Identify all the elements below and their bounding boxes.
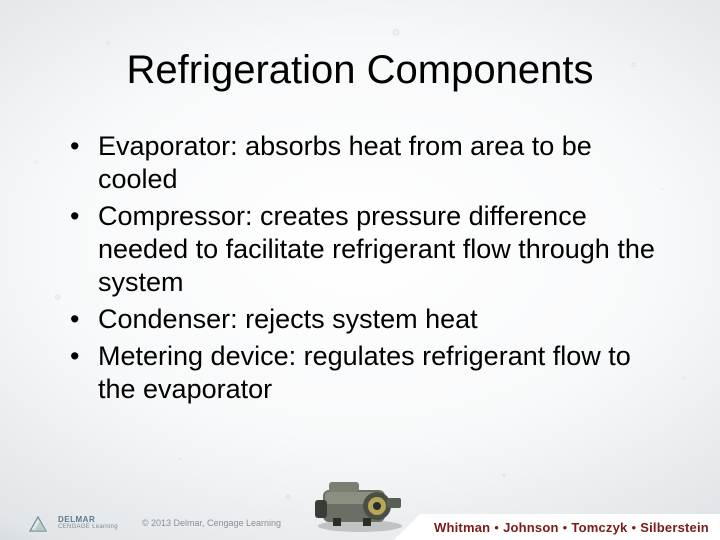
separator-dot: • [563, 520, 568, 535]
bullet-item: Metering device: regulates refrigerant f… [70, 340, 660, 406]
author-strip: Whitman • Johnson • Tomczyk • Silberstei… [420, 514, 720, 540]
slide-body: Evaporator: absorbs heat from area to be… [70, 130, 660, 410]
slide-footer: DELMAR CENGAGE Learning © 2013 Delmar, C… [0, 506, 720, 540]
copyright-text: © 2013 Delmar, Cengage Learning [142, 518, 281, 528]
author-name: Silberstein [640, 520, 709, 535]
brand-text: DELMAR CENGAGE Learning [58, 516, 118, 530]
bullet-item: Evaporator: absorbs heat from area to be… [70, 130, 660, 196]
bullet-item: Condenser: rejects system heat [70, 303, 660, 336]
author-name: Tomczyk [571, 520, 627, 535]
brand-name: DELMAR [58, 516, 118, 524]
slide: Refrigeration Components Evaporator: abs… [0, 0, 720, 540]
footer-left: DELMAR CENGAGE Learning © 2013 Delmar, C… [0, 513, 281, 533]
separator-dot: • [631, 520, 636, 535]
brand-subname: CENGAGE Learning [58, 524, 118, 530]
author-name: Whitman [434, 520, 490, 535]
slide-title: Refrigeration Components [0, 48, 720, 93]
separator-dot: • [494, 520, 499, 535]
author-name: Johnson [503, 520, 559, 535]
bullet-item: Compressor: creates pressure difference … [70, 200, 660, 299]
delmar-logo-icon [28, 513, 48, 533]
bullet-list: Evaporator: absorbs heat from area to be… [70, 130, 660, 406]
